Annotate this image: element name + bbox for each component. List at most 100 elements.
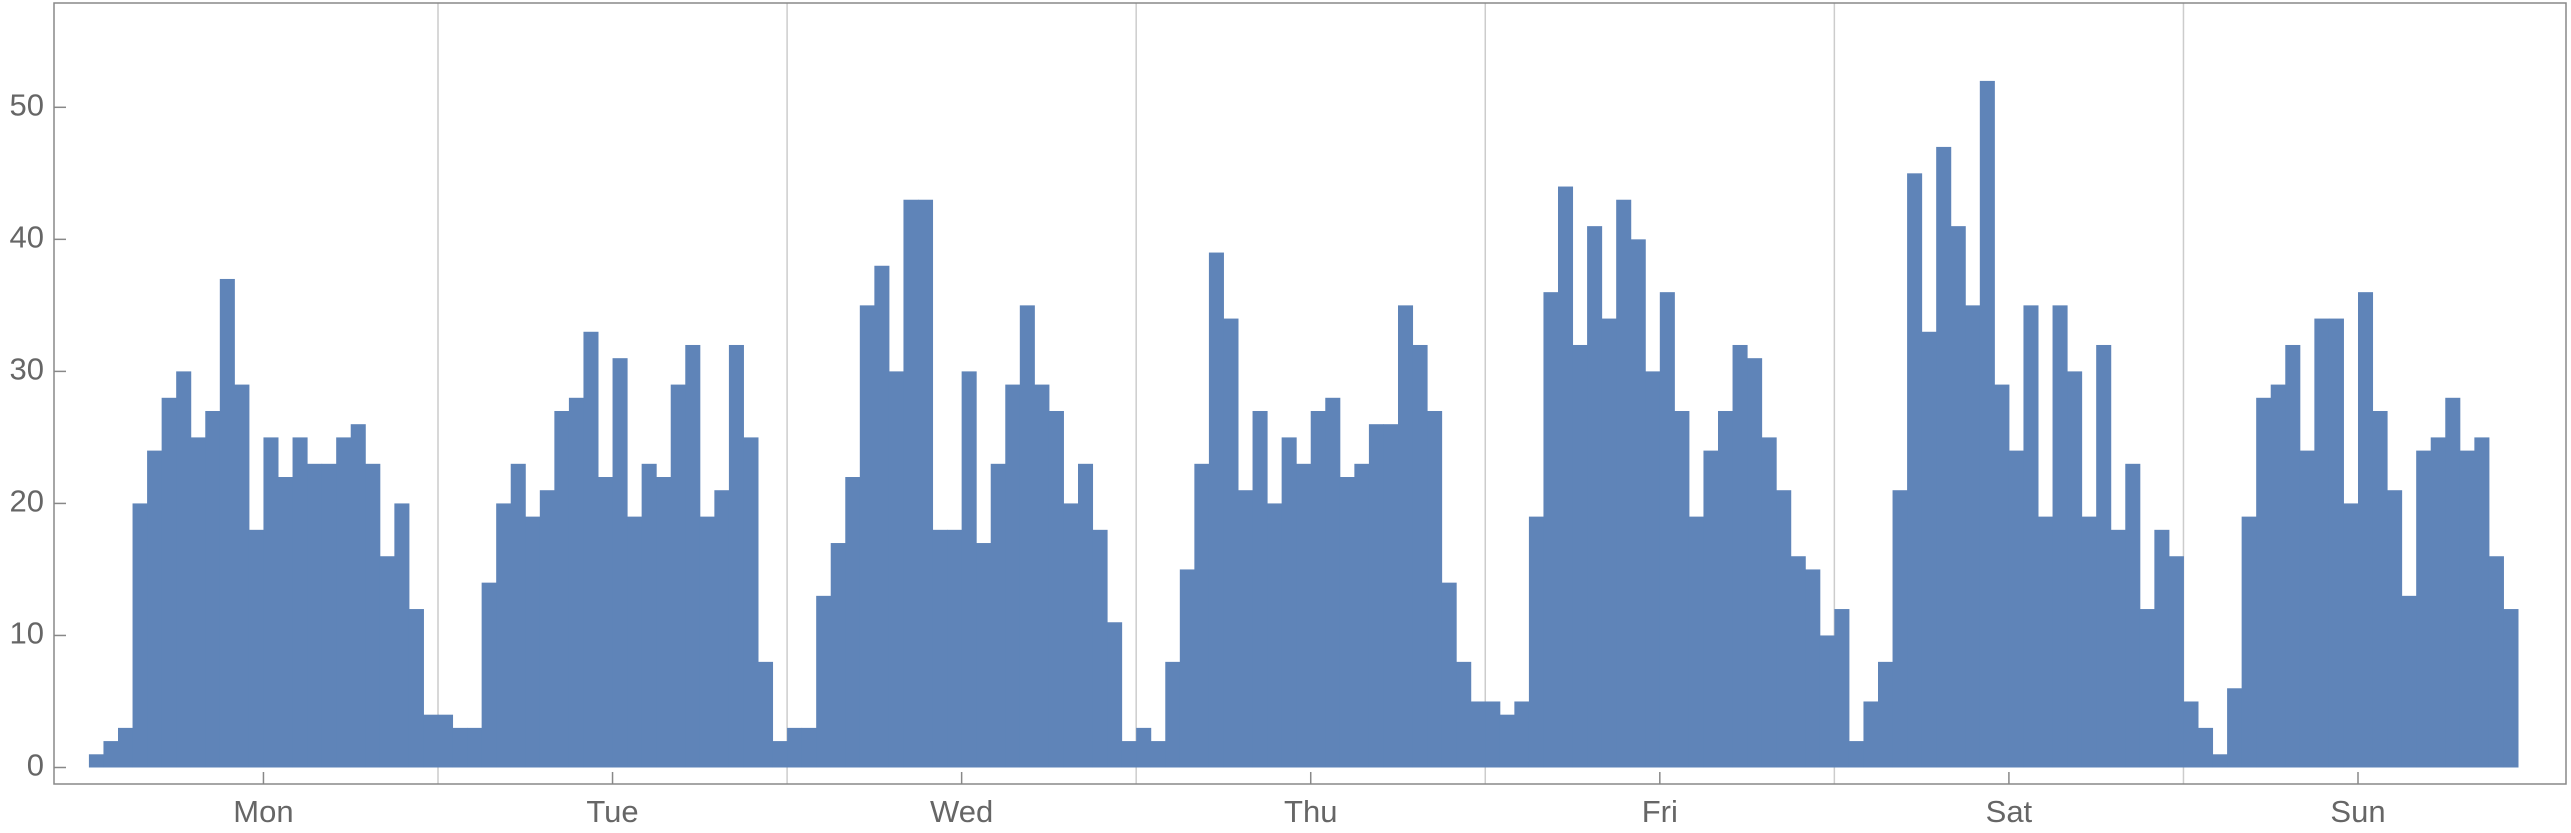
bar — [758, 661, 774, 768]
bar — [1572, 344, 1588, 768]
bar — [1441, 582, 1457, 768]
bar — [2270, 384, 2286, 768]
bar — [2285, 344, 2301, 768]
bar — [859, 305, 875, 768]
bar — [219, 278, 235, 768]
bar — [1659, 292, 1675, 768]
x-tick-label: Thu — [1284, 794, 1337, 829]
bar — [583, 331, 599, 768]
bar — [1136, 727, 1152, 768]
bar — [1528, 516, 1544, 768]
bar — [438, 714, 454, 768]
bar — [1994, 384, 2010, 768]
bar — [103, 741, 119, 768]
bar — [2227, 688, 2243, 768]
bar — [1616, 199, 1632, 768]
bar — [2038, 516, 2054, 768]
bar — [743, 437, 759, 768]
bar — [248, 529, 264, 768]
bar — [2343, 503, 2359, 768]
bar — [1383, 424, 1399, 768]
bar — [1194, 463, 1210, 768]
bar — [1688, 516, 1704, 768]
bar — [961, 371, 977, 768]
bar — [2125, 463, 2141, 768]
y-tick-label: 20 — [10, 484, 44, 519]
bar — [641, 463, 657, 768]
bar — [1281, 437, 1297, 768]
bar — [1107, 622, 1123, 768]
bar — [1165, 661, 1181, 768]
bar — [1412, 344, 1428, 768]
x-tick-label: Fri — [1642, 794, 1678, 829]
bar — [161, 397, 177, 768]
y-tick-label: 30 — [10, 352, 44, 387]
x-tick-label: Mon — [233, 794, 293, 829]
bar — [278, 477, 294, 768]
bar — [2503, 609, 2519, 768]
bar — [656, 477, 672, 768]
bar — [1703, 450, 1719, 768]
bar — [2430, 437, 2446, 768]
bar — [1267, 503, 1283, 768]
bar — [1790, 556, 1806, 768]
y-tick-label: 0 — [27, 748, 44, 783]
bar — [1179, 569, 1195, 768]
bar — [1252, 410, 1268, 768]
bar — [423, 714, 439, 768]
bar — [2023, 305, 2039, 768]
bar — [132, 503, 148, 768]
bar — [1950, 226, 1966, 768]
x-tick-label: Sun — [2330, 794, 2385, 829]
bar — [2168, 556, 2184, 768]
bar — [670, 384, 686, 768]
bar — [1398, 305, 1414, 768]
x-tick-label: Wed — [930, 794, 993, 829]
bar — [1747, 358, 1763, 768]
bar — [1019, 305, 1035, 768]
bar — [1558, 186, 1574, 768]
bar — [2416, 450, 2432, 768]
bar — [481, 582, 497, 768]
bar — [1863, 701, 1879, 768]
bar — [1718, 410, 1734, 768]
bar — [452, 727, 468, 768]
bar — [976, 543, 992, 768]
bar — [1354, 463, 1370, 768]
bar — [2212, 754, 2228, 768]
bar — [801, 727, 817, 768]
bar — [627, 516, 643, 768]
bar — [1921, 331, 1937, 768]
bar — [1601, 318, 1617, 768]
bar — [568, 397, 584, 768]
bar — [88, 754, 104, 768]
bar — [1034, 384, 1050, 768]
bar — [2314, 318, 2330, 768]
bar — [2154, 529, 2170, 768]
bar — [2488, 556, 2504, 768]
bar — [234, 384, 250, 768]
bar — [176, 371, 192, 768]
bar — [1892, 490, 1908, 768]
bar — [1732, 344, 1748, 768]
bar — [1499, 714, 1515, 768]
bar — [1427, 410, 1443, 768]
bar — [816, 595, 832, 768]
bar — [496, 503, 512, 768]
bar — [1630, 239, 1646, 768]
bar — [554, 410, 570, 768]
bar — [990, 463, 1006, 768]
bar — [205, 410, 221, 768]
bar — [510, 463, 526, 768]
bar — [685, 344, 701, 768]
x-tick-label: Tue — [586, 794, 638, 829]
bar — [1485, 701, 1501, 768]
bar — [1965, 305, 1981, 768]
bar — [1121, 741, 1137, 768]
bar — [467, 727, 483, 768]
bar — [2008, 450, 2024, 768]
bar — [2445, 397, 2461, 768]
bar — [903, 199, 919, 768]
bar — [2358, 292, 2374, 768]
bar — [307, 463, 323, 768]
